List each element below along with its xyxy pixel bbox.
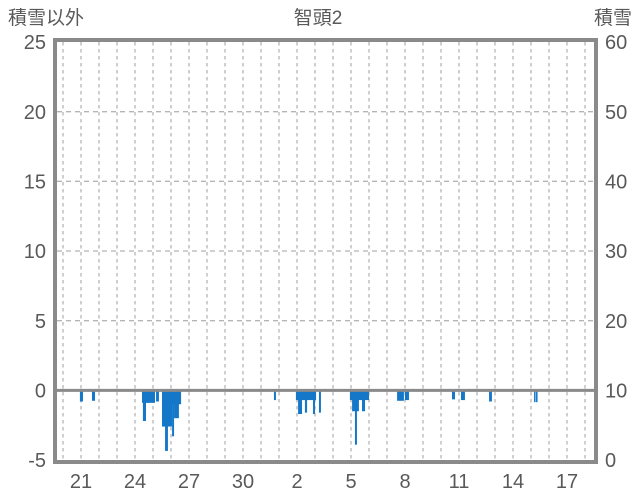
left-axis-tick-label: 15	[24, 172, 46, 194]
data-bar	[165, 390, 168, 451]
right-axis-tick-label: 20	[605, 311, 627, 333]
data-bar	[318, 390, 321, 413]
x-axis-tick-label: 24	[124, 471, 146, 493]
right-axis-tick-label: 40	[605, 172, 627, 194]
right-axis-tick-label: 30	[605, 241, 627, 263]
x-axis-tick-label: 27	[178, 471, 200, 493]
right-axis-tick-label: 50	[605, 102, 627, 124]
data-bar	[489, 390, 492, 402]
data-bar	[142, 390, 146, 421]
data-bar	[273, 390, 276, 401]
data-bar	[397, 390, 404, 401]
right-axis-tick-label: 60	[605, 32, 627, 54]
x-axis-tick-label: 8	[399, 471, 410, 493]
data-bar	[536, 390, 538, 403]
x-axis-tick-label: 11	[449, 471, 470, 493]
data-bar	[349, 390, 369, 401]
data-bar	[91, 390, 96, 401]
left-axis-tick-label: 25	[24, 32, 46, 54]
right-axis-tick-label: 0	[605, 450, 616, 472]
data-bar	[174, 390, 179, 419]
chart-title: 智頭2	[293, 8, 343, 29]
data-bar	[361, 390, 366, 412]
data-bar	[313, 390, 315, 415]
right-axis-tick-label: 10	[605, 381, 627, 403]
x-axis-tick-label: 2	[291, 471, 302, 493]
data-bar	[304, 390, 308, 413]
data-bar	[405, 390, 409, 401]
x-axis-tick-label: 30	[232, 471, 254, 493]
data-bar	[79, 390, 83, 402]
left-axis-tick-label: 5	[35, 311, 46, 333]
data-bar	[172, 390, 175, 437]
data-bar	[298, 390, 303, 415]
data-bar	[156, 390, 159, 402]
left-axis-tick-label: 0	[35, 381, 46, 403]
data-bar	[354, 390, 357, 445]
data-bar	[534, 390, 536, 403]
data-bar	[460, 390, 465, 401]
left-axis-title: 積雪以外	[8, 8, 85, 29]
x-axis-tick-label: 14	[502, 471, 524, 493]
x-axis-tick-label: 5	[345, 471, 356, 493]
x-axis-tick-label: 21	[70, 471, 92, 493]
x-axis-tick-label: 17	[556, 471, 578, 493]
right-axis-title: 積雪	[593, 8, 632, 29]
left-axis-tick-label: -5	[28, 450, 46, 472]
left-axis-tick-label: 20	[24, 102, 46, 124]
data-bar	[451, 390, 456, 400]
left-axis-tick-label: 10	[24, 241, 46, 263]
plot-border	[53, 38, 598, 464]
